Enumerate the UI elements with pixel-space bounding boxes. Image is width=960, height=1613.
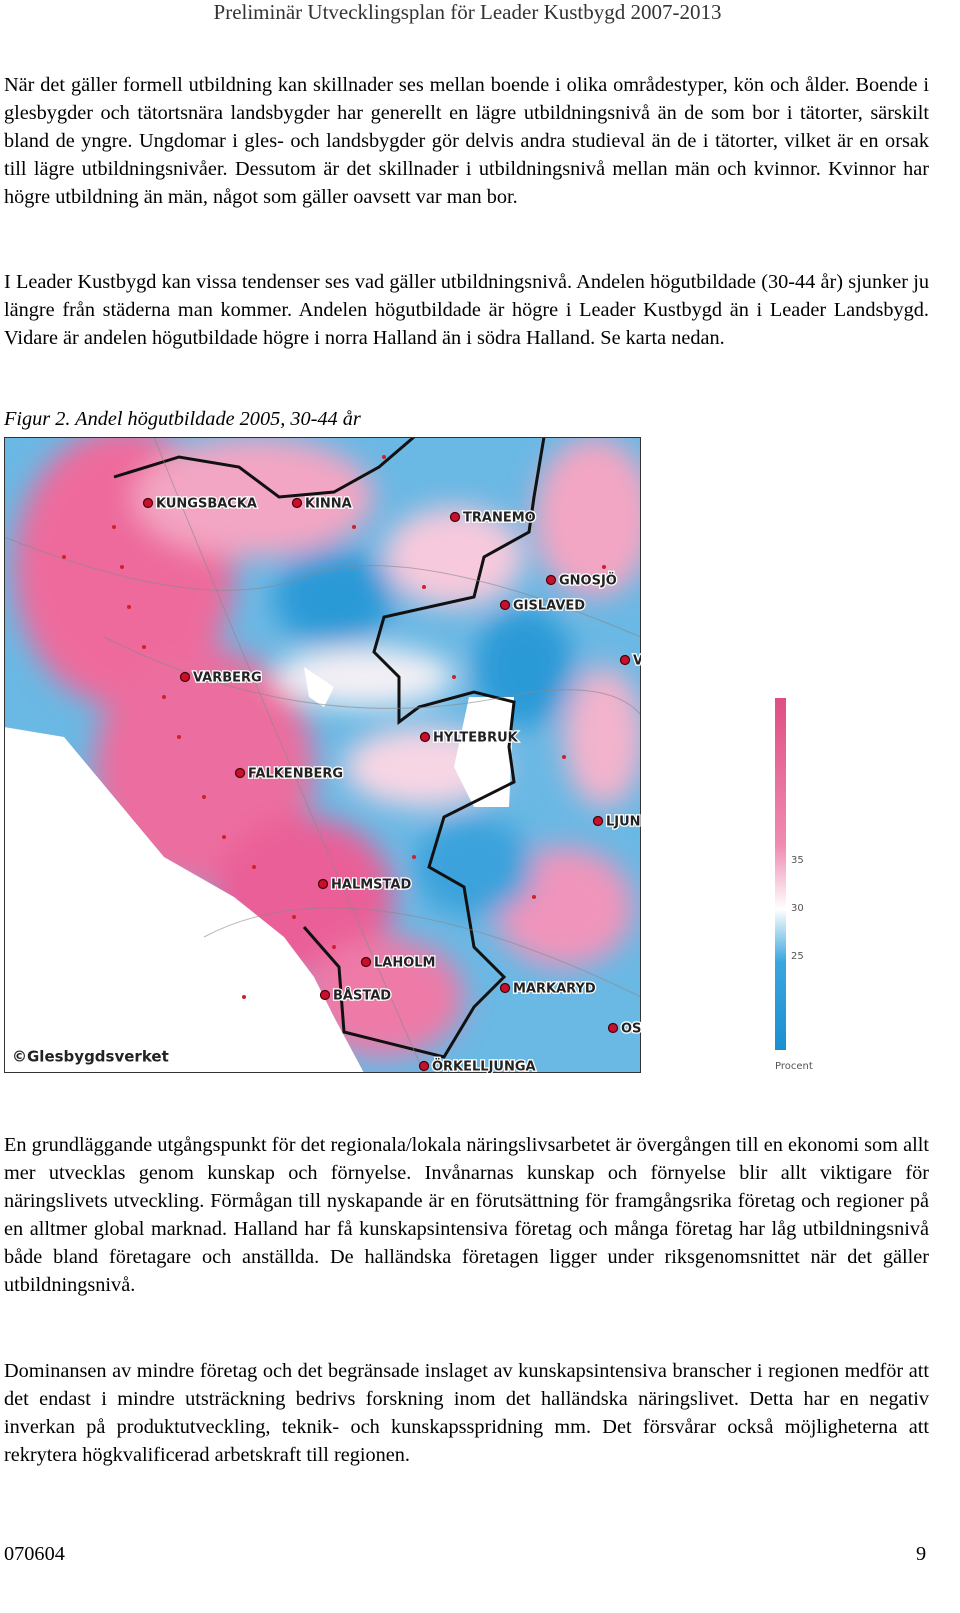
place-marker bbox=[499, 599, 511, 611]
place-label: FALKENBERG bbox=[248, 767, 343, 782]
place-label: LJUN bbox=[606, 815, 641, 830]
place-marker bbox=[317, 878, 329, 890]
map-dot bbox=[292, 915, 296, 919]
place-marker bbox=[179, 671, 191, 683]
map-dot bbox=[142, 645, 146, 649]
place-label: GNOSJÖ bbox=[559, 573, 617, 589]
place-marker bbox=[619, 654, 631, 666]
legend-tick-label: 30 bbox=[791, 903, 804, 914]
map-dot bbox=[562, 755, 566, 759]
place-marker bbox=[142, 497, 154, 509]
place-marker bbox=[319, 989, 331, 1001]
place-marker bbox=[545, 574, 557, 586]
place-label: HALMSTAD bbox=[331, 878, 411, 893]
map: ©Glesbygdsverket KUNGSBACKA KINNA TRANEMO G… bbox=[4, 437, 641, 1073]
place-label: V bbox=[633, 654, 641, 669]
map-dot bbox=[532, 895, 536, 899]
place-label: OSEB bbox=[621, 1022, 641, 1037]
place-label: TRANEMO bbox=[463, 511, 536, 526]
place-label: MARKARYD bbox=[513, 982, 596, 997]
paragraph: En grundläggande utgångspunkt för det re… bbox=[4, 1134, 929, 1297]
figure-caption: Figur 2. Andel högutbildade 2005, 30-44 … bbox=[4, 408, 361, 430]
place-label: GISLAVED bbox=[513, 599, 585, 614]
map-dot bbox=[242, 995, 246, 999]
place-marker bbox=[607, 1022, 619, 1034]
place-marker bbox=[592, 815, 604, 827]
map-dot bbox=[382, 455, 386, 459]
page-number: 9 bbox=[916, 1543, 927, 1565]
map-dot bbox=[177, 735, 181, 739]
map-dot bbox=[422, 585, 426, 589]
map-dot bbox=[62, 555, 66, 559]
place-marker bbox=[291, 497, 303, 509]
footer-date: 070604 bbox=[4, 1543, 65, 1565]
map-dot bbox=[202, 795, 206, 799]
place-label: KUNGSBACKA bbox=[156, 497, 257, 512]
place-label: KINNA bbox=[305, 497, 352, 512]
paragraph: I Leader Kustbygd kan vissa tendenser se… bbox=[4, 271, 929, 350]
map-dot bbox=[412, 855, 416, 859]
place-marker bbox=[234, 767, 246, 779]
place-label: HYLTEBRUK bbox=[433, 731, 519, 746]
legend-tick-label: 35 bbox=[791, 855, 804, 866]
legend-tick-label: 25 bbox=[791, 951, 804, 962]
map-dot bbox=[162, 695, 166, 699]
map-dot bbox=[602, 565, 606, 569]
paragraph: När det gäller formell utbildning kan sk… bbox=[4, 74, 929, 209]
map-dot bbox=[332, 945, 336, 949]
paragraph: Dominansen av mindre företag och det beg… bbox=[4, 1360, 929, 1467]
place-marker bbox=[419, 731, 431, 743]
place-marker bbox=[418, 1060, 430, 1072]
place-marker bbox=[499, 982, 511, 994]
map-dot bbox=[352, 525, 356, 529]
map-credit: ©Glesbygdsverket bbox=[12, 1048, 169, 1066]
place-marker bbox=[360, 956, 372, 968]
map-dot bbox=[452, 675, 456, 679]
header-title: Preliminär Utvecklingsplan för Leader Ku… bbox=[213, 0, 722, 24]
place-label: BÅSTAD bbox=[333, 988, 391, 1004]
map-dot bbox=[112, 525, 116, 529]
map-dot bbox=[222, 835, 226, 839]
place-marker bbox=[449, 511, 461, 523]
legend-unit: Procent bbox=[775, 1061, 813, 1072]
place-label: LAHOLM bbox=[374, 956, 436, 971]
map-dot bbox=[120, 565, 124, 569]
legend: 35 30 25 Procent bbox=[775, 698, 813, 1072]
place-label: VARBERG bbox=[193, 671, 262, 686]
map-dot bbox=[127, 605, 131, 609]
place-label: ÖRKELLJUNGA bbox=[432, 1059, 536, 1074]
map-dot bbox=[252, 865, 256, 869]
